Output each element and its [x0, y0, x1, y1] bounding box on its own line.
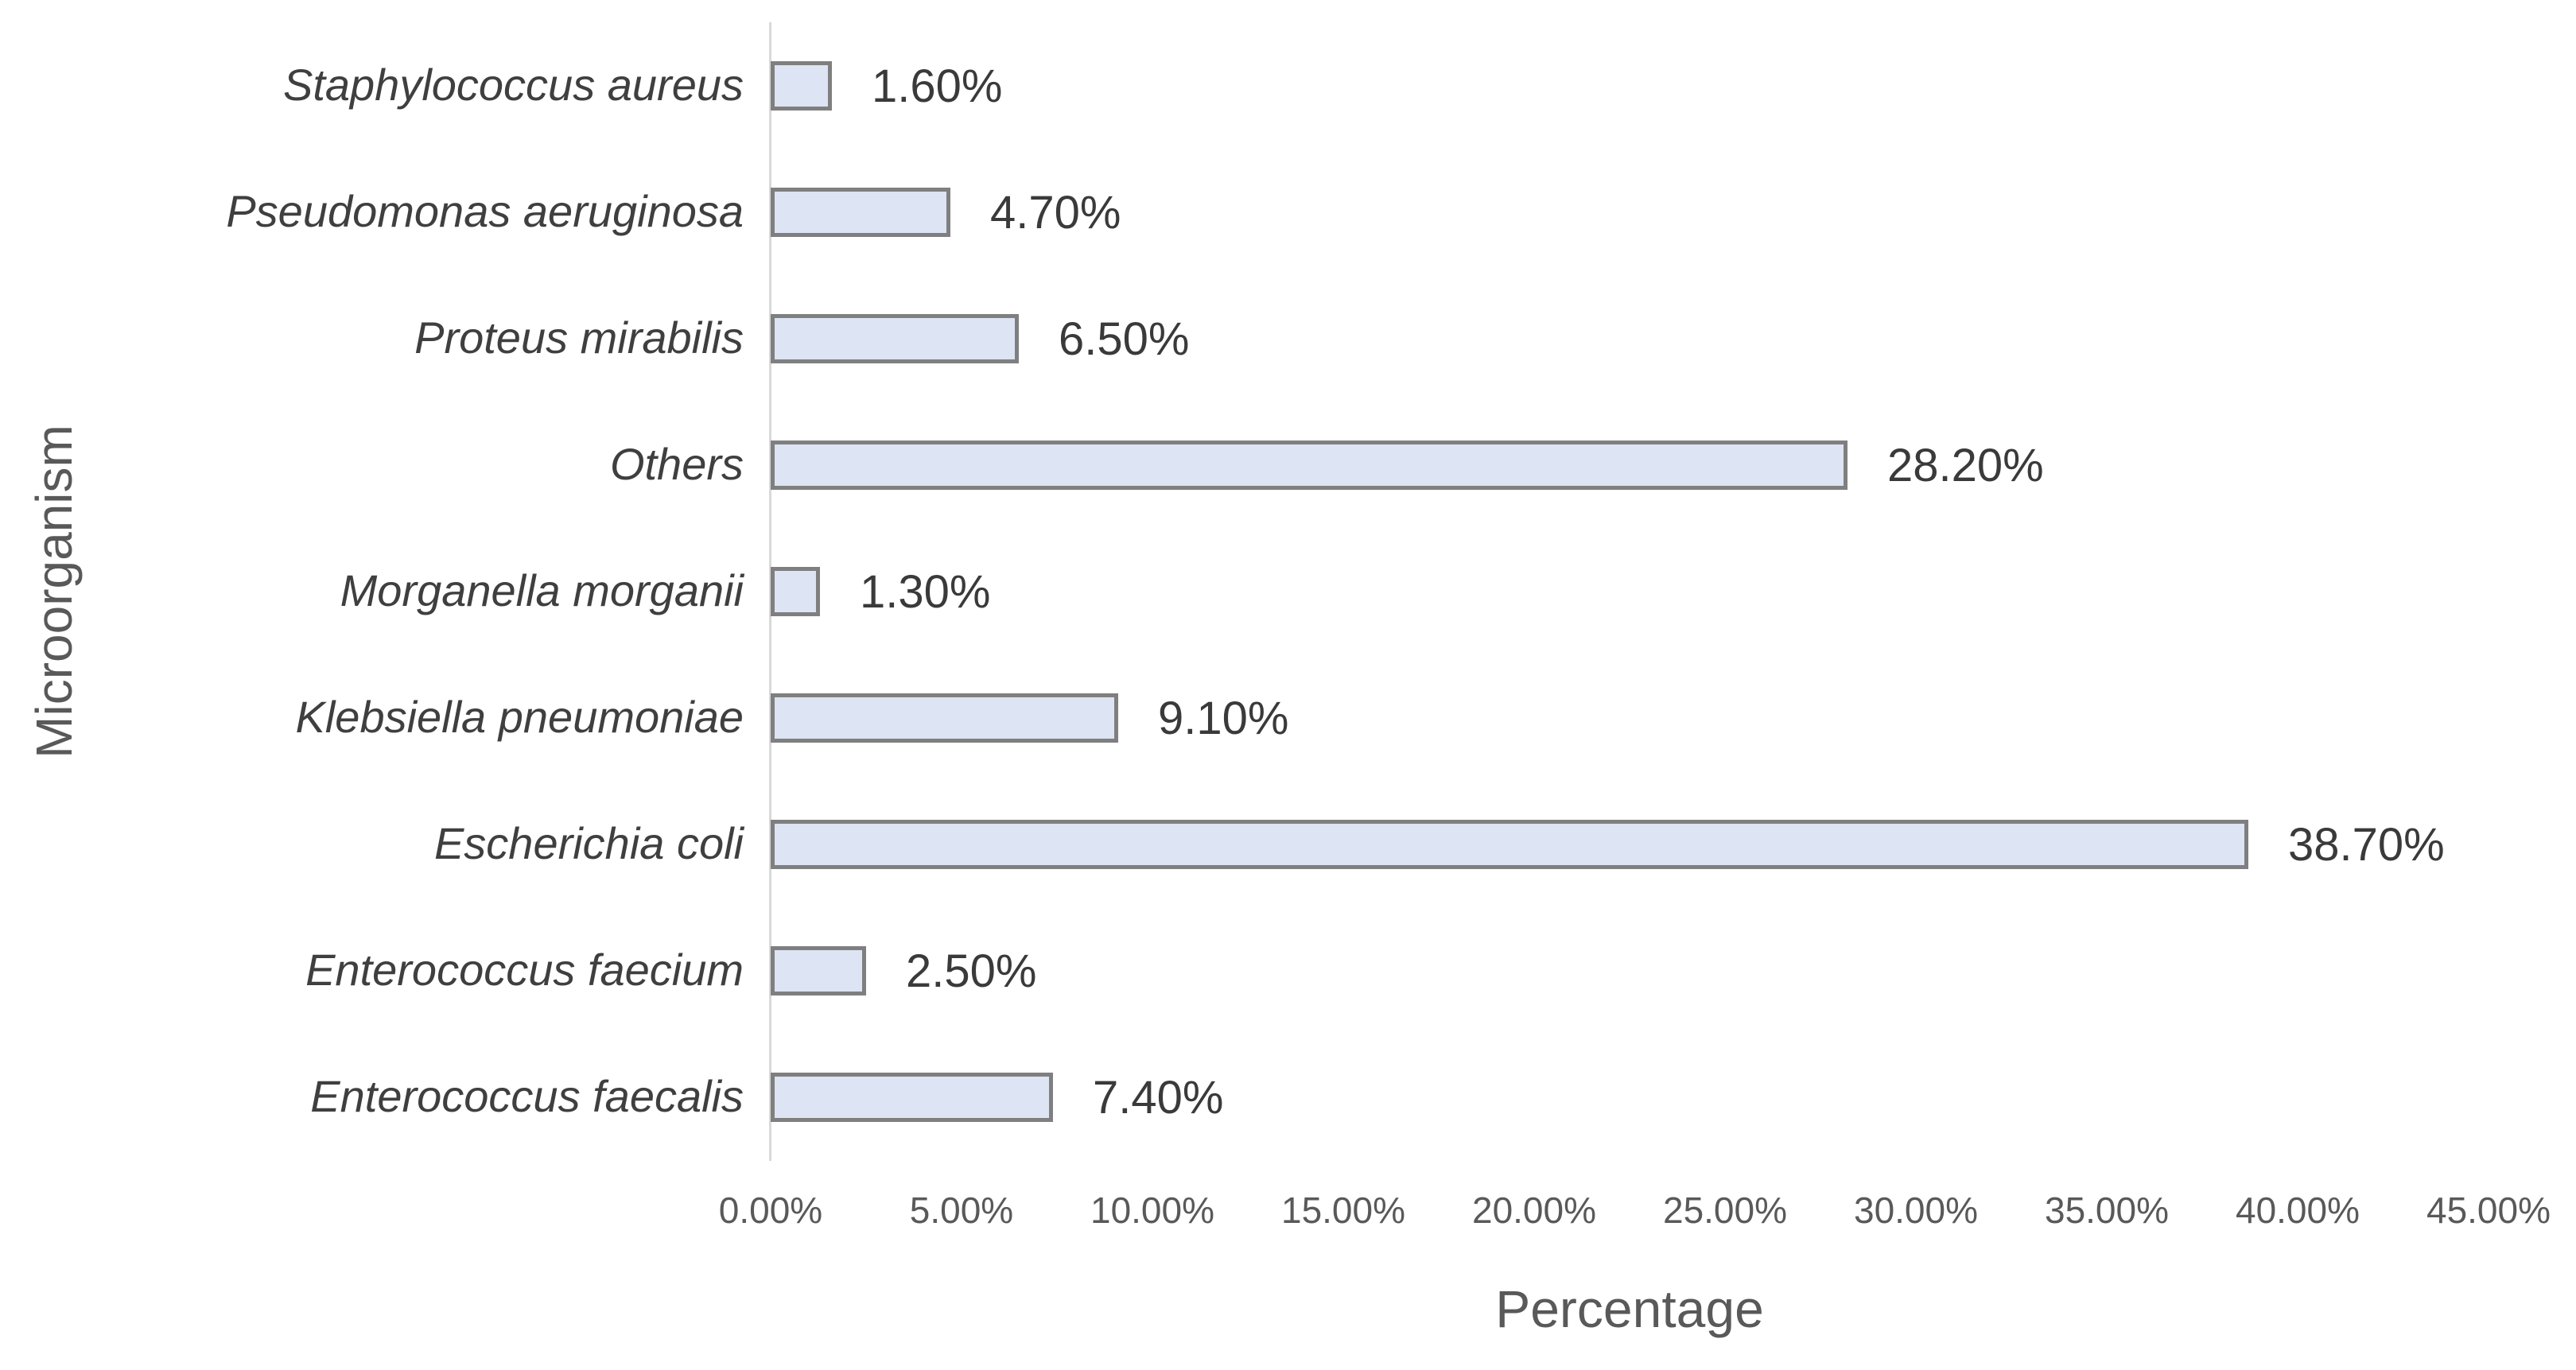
value-label: 7.40% — [1093, 1072, 1224, 1124]
x-axis-title: Percentage — [1495, 1279, 1764, 1338]
category-label: Pseudomonas aeruginosa — [226, 186, 744, 236]
category-label: Others — [609, 439, 744, 489]
value-label: 1.60% — [872, 60, 1003, 112]
x-tick-label: 35.00% — [2044, 1190, 2169, 1231]
y-axis-line — [769, 22, 771, 1161]
x-tick-label: 40.00% — [2235, 1190, 2360, 1231]
bar — [771, 567, 820, 616]
x-tick-label: 15.00% — [1280, 1190, 1405, 1231]
bar — [771, 946, 866, 995]
x-tick-label: 20.00% — [1471, 1190, 1596, 1231]
value-label: 6.50% — [1059, 313, 1190, 365]
bar — [771, 440, 1847, 490]
bar — [771, 693, 1118, 743]
value-label: 9.10% — [1158, 693, 1289, 744]
value-label: 28.20% — [1887, 440, 2044, 491]
category-label: Staphylococcus aureus — [282, 60, 744, 110]
value-label: 2.50% — [906, 945, 1037, 997]
bar — [771, 1073, 1053, 1122]
bar — [771, 314, 1019, 363]
category-label: Escherichia coli — [433, 818, 744, 868]
category-label: Klebsiella pneumoniae — [295, 692, 744, 742]
value-label: 4.70% — [990, 187, 1121, 239]
category-label: Enterococcus faecalis — [310, 1071, 744, 1121]
value-label: 38.70% — [2288, 819, 2445, 871]
x-tick-label: 10.00% — [1090, 1190, 1214, 1231]
x-tick-label: 5.00% — [909, 1190, 1014, 1231]
value-label: 1.30% — [860, 566, 991, 618]
category-label: Morganella morganii — [340, 565, 744, 615]
category-label: Proteus mirabilis — [414, 312, 744, 363]
x-tick-label: 30.00% — [1853, 1190, 1978, 1231]
category-label: Enterococcus faecium — [305, 945, 744, 995]
bar — [771, 820, 2248, 869]
x-tick-label: 0.00% — [718, 1190, 823, 1231]
x-tick-label: 45.00% — [2426, 1190, 2551, 1231]
x-tick-label: 25.00% — [1662, 1190, 1787, 1231]
bar — [771, 61, 832, 111]
bar — [771, 188, 950, 237]
